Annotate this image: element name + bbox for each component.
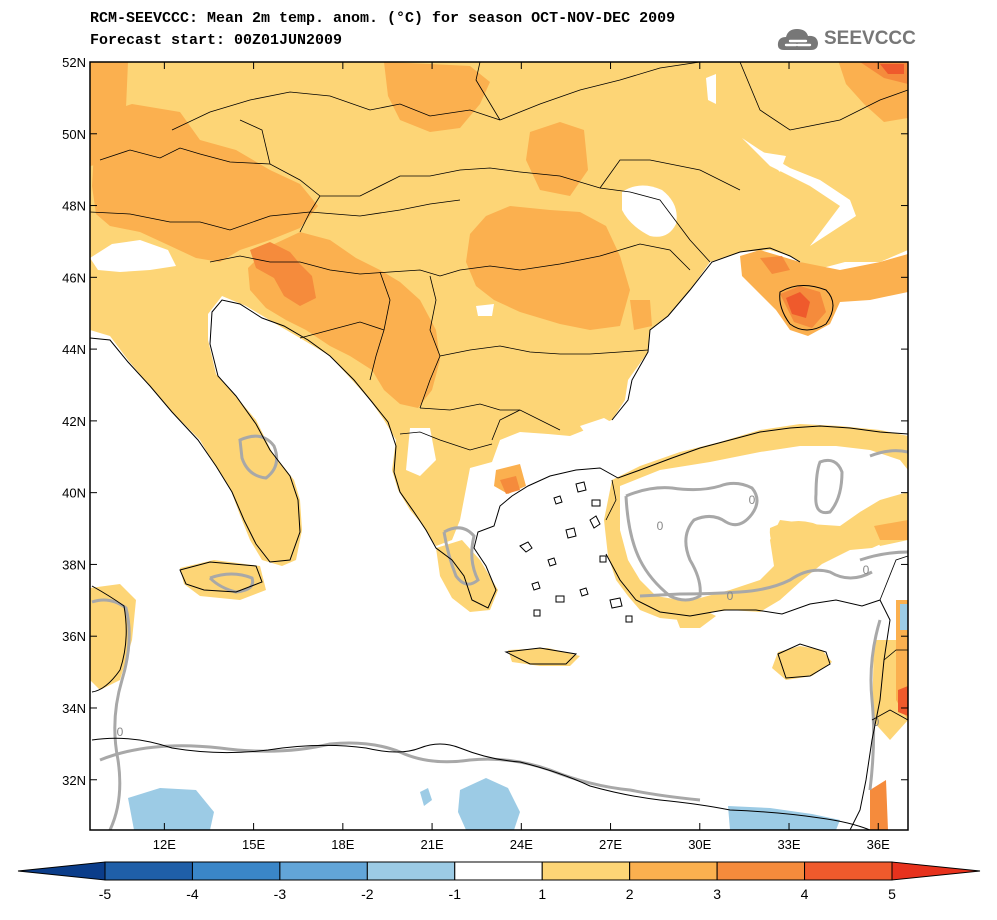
anomaly-regions-4-5 bbox=[786, 64, 908, 716]
anomaly-gap bbox=[622, 185, 677, 237]
contour-label: 0 bbox=[117, 725, 124, 739]
colorbar-label: -4 bbox=[186, 886, 199, 902]
lon-tick-label: 30E bbox=[688, 837, 711, 852]
anomaly-region-1-2 bbox=[769, 521, 834, 564]
lat-tick-label: 36N bbox=[62, 629, 86, 644]
anomaly-gap bbox=[580, 418, 618, 444]
contour-label: 0 bbox=[863, 563, 870, 577]
coastlines bbox=[90, 247, 908, 830]
anomaly-gap bbox=[706, 74, 716, 104]
lat-tick-label: 48N bbox=[62, 199, 86, 214]
aegean-islands bbox=[519, 481, 633, 623]
lon-tick-label: 33E bbox=[777, 837, 800, 852]
latitude-axis: 52N 50N 48N 46N 44N 42N 40N 38N 36N 34N 32N bbox=[62, 55, 908, 788]
colorbar-under-arrow bbox=[17, 861, 106, 881]
lon-tick-label: 21E bbox=[421, 837, 444, 852]
lat-tick-label: 32N bbox=[62, 773, 86, 788]
lon-tick-label: 12E bbox=[153, 837, 176, 852]
colorbar-label: 3 bbox=[713, 886, 721, 902]
colorbar-bin bbox=[541, 861, 631, 881]
contour-label: 0 bbox=[873, 715, 880, 729]
colorbar-label: 5 bbox=[888, 886, 896, 902]
map-title: RCM-SEEVCCC: Mean 2m temp. anom. (°C) fo… bbox=[90, 10, 676, 27]
colorbar-bin bbox=[804, 861, 893, 881]
anomaly-regions-neg-1-2 bbox=[128, 604, 908, 830]
anomaly-gap bbox=[406, 428, 436, 476]
lat-tick-label: 46N bbox=[62, 270, 86, 285]
contour-label: 0 bbox=[727, 589, 734, 603]
colorbar-label: 2 bbox=[626, 886, 634, 902]
country-borders bbox=[90, 62, 908, 721]
colorbar: -5 -4 -3 -2 -1 1 2 3 4 5 bbox=[17, 861, 981, 902]
lat-tick-label: 44N bbox=[62, 342, 86, 357]
colorbar-bin bbox=[454, 861, 543, 881]
lon-tick-label: 15E bbox=[242, 837, 265, 852]
lon-tick-label: 18E bbox=[331, 837, 354, 852]
colorbar-bin bbox=[279, 861, 368, 881]
colorbar-label: -1 bbox=[449, 886, 462, 902]
lat-tick-label: 38N bbox=[62, 557, 86, 572]
lat-tick-label: 40N bbox=[62, 486, 86, 501]
lat-tick-label: 42N bbox=[62, 414, 86, 429]
lon-tick-label: 27E bbox=[599, 837, 622, 852]
seevccc-logo: SEEVCCC bbox=[776, 22, 916, 56]
anomaly-gap bbox=[760, 152, 786, 172]
longitude-axis: 12E 15E 18E 21E 24E 27E 30E 33E 36E bbox=[153, 62, 890, 852]
colorbar-label: 4 bbox=[801, 886, 809, 902]
anomaly-regions-2-3 bbox=[90, 62, 908, 720]
colorbar-bin bbox=[629, 861, 718, 881]
colorbar-label: -2 bbox=[361, 886, 374, 902]
anomaly-gap bbox=[742, 138, 856, 246]
colorbar-label: -5 bbox=[99, 886, 112, 902]
map-frame bbox=[89, 61, 909, 831]
forecast-start-label: Forecast start: 00Z01JUN2009 bbox=[90, 32, 343, 49]
anomaly-gap bbox=[90, 240, 176, 272]
lat-tick-label: 52N bbox=[62, 55, 86, 70]
lon-tick-label: 36E bbox=[867, 837, 890, 852]
lat-tick-label: 34N bbox=[62, 701, 86, 716]
contour-label: 0 bbox=[749, 493, 756, 507]
contour-label: 0 bbox=[657, 519, 664, 533]
anomaly-gap bbox=[476, 304, 494, 316]
colorbar-bin bbox=[366, 861, 456, 881]
lon-tick-label: 24E bbox=[510, 837, 533, 852]
map-plot-area: 0 0 0 0 0 0 bbox=[90, 62, 908, 830]
colorbar-label: 1 bbox=[538, 886, 546, 902]
lat-tick-label: 50N bbox=[62, 127, 86, 142]
colorbar-bin bbox=[716, 861, 806, 881]
colorbar-label: -3 bbox=[274, 886, 287, 902]
zero-anomaly-contours bbox=[91, 434, 908, 830]
colorbar-bin bbox=[191, 861, 281, 881]
colorbar-over-arrow bbox=[891, 861, 981, 881]
anomaly-region-1-2 bbox=[436, 540, 498, 612]
colorbar-bin bbox=[104, 861, 193, 881]
cloud-logo-icon bbox=[777, 29, 818, 50]
logo-text: SEEVCCC bbox=[824, 28, 916, 49]
